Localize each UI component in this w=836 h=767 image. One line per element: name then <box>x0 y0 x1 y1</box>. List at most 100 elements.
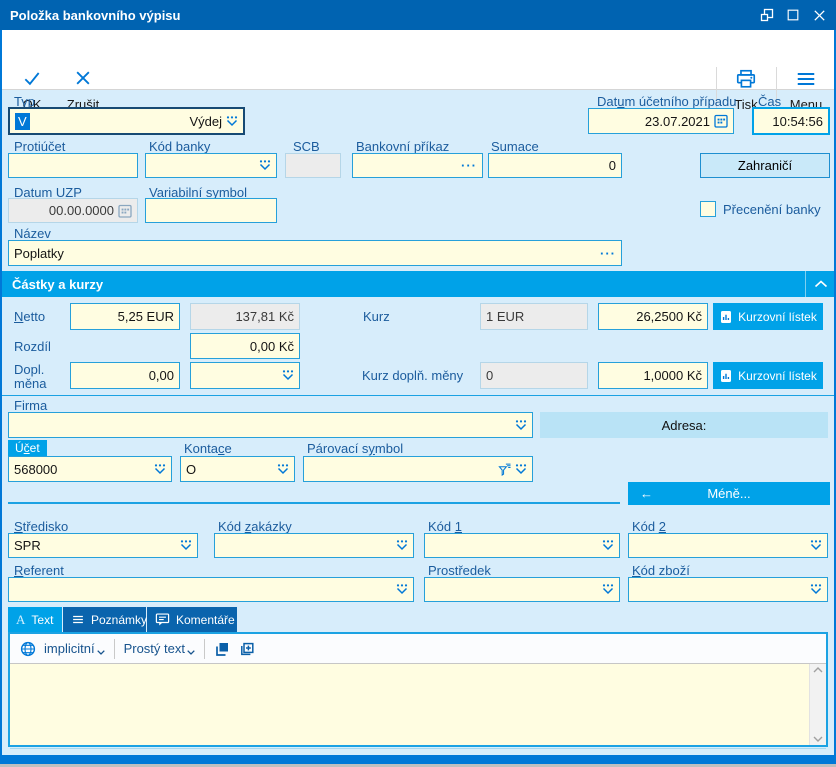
firma-field[interactable] <box>8 412 533 438</box>
mene-label: Méně... <box>707 486 751 501</box>
maximize-icon <box>786 8 800 22</box>
dropdown-icon[interactable] <box>602 584 614 595</box>
tab-poznamky[interactable]: Poznámky <box>63 607 148 632</box>
datum-uzp-value: 00.00.0000 <box>48 203 114 218</box>
nazev-field[interactable]: Poplatky ··· <box>8 240 622 266</box>
kod-zbozi-field[interactable] <box>628 577 828 602</box>
chevron-down-icon[interactable] <box>187 650 195 655</box>
vertical-scrollbar[interactable] <box>809 664 826 745</box>
dropdown-icon[interactable] <box>226 116 238 127</box>
scroll-down-icon[interactable] <box>813 736 823 742</box>
ucet-field[interactable]: 568000 <box>8 456 172 482</box>
copy-text-icon[interactable] <box>214 641 230 657</box>
zahranici-label: Zahraničí <box>737 158 793 173</box>
sumace-field[interactable]: 0 <box>488 153 622 178</box>
rozdil-label: Rozdíl <box>14 339 51 354</box>
zahranici-button[interactable]: Zahraničí <box>700 153 830 178</box>
kod-banky-field[interactable] <box>145 153 277 178</box>
format-selector[interactable]: Prostý text <box>123 641 185 656</box>
prostredek-field[interactable] <box>424 577 620 602</box>
dropdown-icon[interactable] <box>396 540 408 551</box>
maximize-button[interactable] <box>780 0 806 30</box>
window-resize-edge[interactable] <box>0 764 836 767</box>
parovaci-symbol-field[interactable] <box>303 456 533 482</box>
castky-section-header: Částky a kurzy <box>0 271 836 297</box>
kurzovni-listek-button-2[interactable]: Kurzovní lístek <box>713 362 823 389</box>
kurz-dopl-rate-field[interactable]: 1,0000 Kč <box>598 362 708 389</box>
datum-value: 23.07.2021 <box>644 113 710 129</box>
dropdown-icon[interactable] <box>282 370 294 381</box>
variabilni-symbol-label: Variabilní symbol <box>149 185 248 200</box>
kod-zakazky-field[interactable] <box>214 533 414 558</box>
netto-foreign-value: 5,25 EUR <box>117 309 174 324</box>
kurz-rate-field[interactable]: 26,2500 Kč <box>598 303 708 330</box>
cas-field[interactable]: 10:54:56 <box>752 107 830 135</box>
exchange-list-icon <box>719 369 733 383</box>
dropdown-icon[interactable] <box>602 540 614 551</box>
variabilni-symbol-field[interactable] <box>145 198 277 223</box>
datum-uzp-field: 00.00.0000 <box>8 198 138 223</box>
adresa-label: Adresa: <box>661 417 707 433</box>
kontace-field[interactable]: O <box>180 456 295 482</box>
scroll-up-icon[interactable] <box>813 667 823 673</box>
ellipsis-button[interactable]: ··· <box>600 245 616 261</box>
editor-toolbar: implicitní Prostý text <box>10 634 826 664</box>
prostredek-label: Prostředek <box>428 563 491 578</box>
dropdown-icon[interactable] <box>515 420 527 431</box>
dropdown-icon[interactable] <box>396 584 408 595</box>
dopl-mena-currency-field[interactable] <box>190 362 300 389</box>
cas-label: Čas <box>758 94 782 109</box>
text-icon: A <box>16 611 26 627</box>
notes-icon <box>71 613 85 626</box>
restore-window-button[interactable] <box>754 0 780 30</box>
scb-field <box>285 153 341 178</box>
referent-label: Referent <box>14 563 64 578</box>
close-button[interactable] <box>806 0 832 30</box>
typ-field[interactable]: V Výdej <box>8 107 245 135</box>
text-content-area[interactable] <box>10 664 809 745</box>
stredisko-label: Středisko <box>14 519 69 534</box>
kod-zakazky-label: Kód zakázky <box>218 519 292 534</box>
filter-icon[interactable] <box>498 463 511 476</box>
window-title: Položka bankovního výpisu <box>10 7 181 23</box>
copy-add-text-icon[interactable] <box>239 641 255 657</box>
stredisko-field[interactable]: SPR <box>8 533 198 558</box>
datum-ucetniho-pripadu-field[interactable]: 23.07.2021 <box>588 108 734 134</box>
kurz-dopl-label: Kurz doplň. měny <box>362 368 464 383</box>
bankovni-prikaz-field[interactable]: ··· <box>352 153 483 178</box>
dropdown-icon[interactable] <box>810 584 822 595</box>
calendar-icon[interactable] <box>714 114 728 128</box>
mene-button[interactable]: ← Méně... <box>628 482 830 505</box>
window-border-left <box>0 30 2 764</box>
typ-label: Typ <box>14 94 35 109</box>
collapse-section-button[interactable] <box>806 271 836 297</box>
tab-poznamky-label: Poznámky <box>91 612 148 627</box>
language-selector[interactable]: implicitní <box>44 641 95 656</box>
dropdown-icon[interactable] <box>515 464 527 475</box>
kurzovni-listek-button[interactable]: Kurzovní lístek <box>713 303 823 330</box>
editor-body <box>10 664 826 745</box>
print-button[interactable]: Tisk <box>722 66 770 114</box>
dropdown-icon[interactable] <box>810 540 822 551</box>
titlebar[interactable]: Položka bankovního výpisu <box>0 0 836 30</box>
tab-text[interactable]: A Text <box>8 607 62 632</box>
globe-icon[interactable] <box>20 641 36 657</box>
kod1-field[interactable] <box>424 533 620 558</box>
dropdown-icon[interactable] <box>277 464 289 475</box>
dropdown-icon[interactable] <box>180 540 192 551</box>
dopl-mena-amount-field[interactable]: 0,00 <box>70 362 180 389</box>
tab-komentare[interactable]: Komentáře <box>147 607 237 632</box>
dropdown-icon[interactable] <box>259 160 271 171</box>
dropdown-icon[interactable] <box>154 464 166 475</box>
tab-text-label: Text <box>31 612 54 627</box>
ellipsis-button[interactable]: ··· <box>461 158 477 173</box>
editor-toolbar-separator <box>113 638 115 659</box>
kod1-label: Kód 1 <box>428 519 462 534</box>
protiucet-field[interactable] <box>8 153 138 178</box>
referent-field[interactable] <box>8 577 414 602</box>
chevron-down-icon[interactable] <box>97 650 105 655</box>
preceneni-banky-checkbox[interactable] <box>700 201 716 217</box>
netto-foreign-field[interactable]: 5,25 EUR <box>70 303 180 330</box>
rozdil-field[interactable]: 0,00 Kč <box>190 333 300 359</box>
kod2-field[interactable] <box>628 533 828 558</box>
